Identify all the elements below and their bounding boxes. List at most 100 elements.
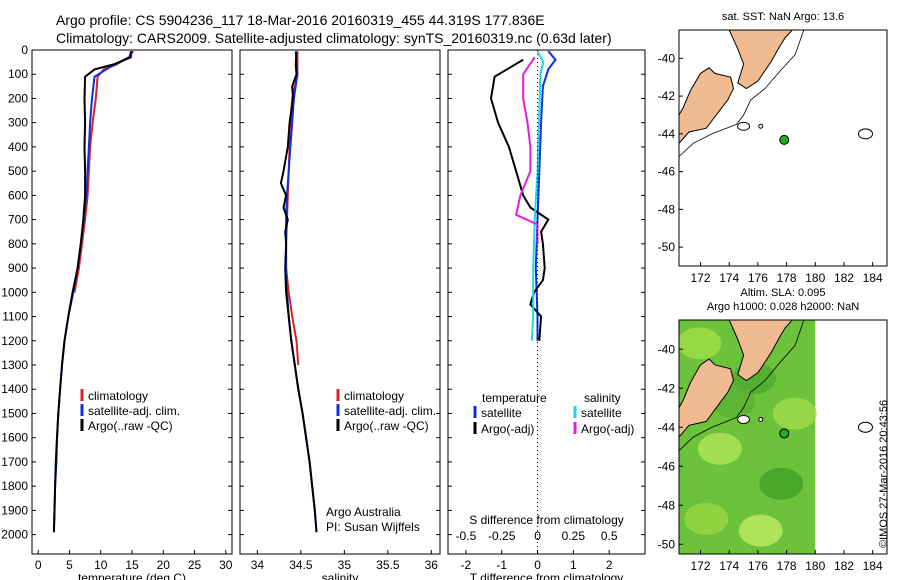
y-tick-label: 600 [8,188,28,202]
legend-label: Argo(..raw -QC) [344,419,429,433]
x-tick-label: 184 [863,271,883,285]
depth-contour [679,320,805,451]
series-group [489,50,557,341]
x-tick-label: 184 [863,559,883,573]
x-tick-label: 35 [338,558,352,572]
legend-label: satellite-adj. clim. [88,404,180,418]
sla-patch [772,397,817,430]
x-tick-label: 30 [219,558,233,572]
y-tick-label: 1200 [1,334,28,348]
y-tick-label: -48 [658,202,676,216]
land-polygon [728,320,793,382]
x-axis-label: T difference from climatology [470,571,624,580]
panel-temperature: 0100200300400500600700800900100011001200… [1,43,232,580]
legend-header: temperature [482,391,547,405]
map-content [679,320,873,554]
x-tick-label: 36 [425,558,439,572]
sla-patch [759,467,804,500]
series-line-satellite [534,50,557,341]
y-tick-label: 1000 [1,285,28,299]
y-tick-label: 2000 [1,528,28,542]
legend-header: salinity [584,391,621,405]
x-tick-label: 15 [125,558,139,572]
y-tick-label: 1100 [2,310,28,324]
map-title: sat. SST: NaN Argo: 13.6 [722,11,844,23]
x-tick-label: 182 [834,559,854,573]
x-axis-label: salinity [322,571,359,580]
series-group [52,50,135,533]
island-outline [758,123,764,129]
y-tick-label: 1700 [1,455,28,469]
legend-label: satellite-adj. clim. [344,404,436,418]
series-line-satellite [530,50,545,341]
x-tick-label: 174 [719,271,739,285]
y-tick-label: 200 [8,91,28,105]
y-tick-label: 1400 [1,382,28,396]
panel-frame [31,49,233,555]
legend-label: climatology [88,389,148,403]
land-polygon [679,67,735,145]
land-polygon [728,30,793,90]
y-tick-label: 700 [8,213,28,227]
x2-tick-label: -0.5 [456,529,477,543]
x2-tick-label: 0.25 [562,529,586,543]
panel-salinity: 34 34.5 35 35.5 36 salinity climatologysatelli… [239,49,441,580]
float-marker [779,428,790,439]
map-map_sst: 172 174 176 178 180 182 184 -40 -42 -44 -46 -48 -50 s… [658,11,888,285]
map-frame [678,319,888,555]
x-tick-label: 180 [805,559,825,573]
x-tick-label: 174 [719,559,739,573]
x-tick-label: 5 [66,558,73,572]
y-tick-label: 0 [21,43,28,57]
x-tick-label: 20 [157,558,171,572]
x2-tick-label: -0.25 [488,529,516,543]
y-tick-label: -50 [658,537,676,551]
x-tick-label: 176 [748,559,768,573]
map-background [679,30,887,266]
y-tick-label: -44 [658,127,676,141]
header-line-2: Climatology: CARS2009. Satellite-adjuste… [56,30,612,46]
x-tick-label: 172 [691,271,711,285]
legend-label: Argo(..raw -QC) [88,419,173,433]
annotation-line: Argo Australia [326,505,401,519]
y-tick-label: 100 [8,67,28,81]
x-tick-label: -1 [496,558,507,572]
panel-frame [239,49,441,555]
y-tick-label: 400 [8,140,28,154]
x-tick-label: 0 [534,558,541,572]
map-map_sla: 172 174 176 178 180 182 184 -40 -42 -44 -46 -48 -50 A… [658,287,888,573]
x-tick-label: 182 [834,271,854,285]
y-tick-label: -42 [658,381,676,395]
y-tick-label: 1600 [1,431,28,445]
x-tick-label: 34.5 [289,558,313,572]
panel-difference: -2 -1 0 1 2T difference from climatology temp… [447,49,646,580]
x-tick-label: 172 [691,559,711,573]
x-tick-label: 35.5 [376,558,400,572]
x-tick-label: -2 [461,558,472,572]
map-frame [678,29,888,267]
y-tick-label: 1500 [1,406,28,420]
legend-label: Argo(-adj) [581,422,634,436]
x-axis-label: temperature (deg C) [78,571,186,580]
x2-tick-label: 0 [534,529,541,543]
legend-label: satellite [581,406,622,420]
series-line-argo-raw-qc- [52,51,132,533]
x2-tick-label: 0.5 [601,529,618,543]
x-tick-label: 0 [35,558,42,572]
map-title: Altim. SLA: 0.095 [741,287,826,299]
y-tick-label: -42 [658,89,676,103]
y-tick-label: 1800 [1,479,28,493]
map-subtitle: Argo h1000: 0.028 h2000: NaN [707,301,859,313]
sla-patch [684,502,729,535]
legend-label: Argo(-adj) [481,422,534,436]
land-polygon [679,358,735,438]
header-line-1: Argo profile: CS 5904236_117 18-Mar-2016… [56,12,545,28]
x-tick-label: 180 [805,271,825,285]
y-tick-label: -44 [658,420,676,434]
island-outline [857,421,873,433]
sla-patch [679,327,722,360]
x-tick-label: 178 [777,559,797,573]
x-tick-label: 25 [188,558,202,572]
y-tick-label: 800 [8,237,28,251]
map-content [679,30,873,157]
